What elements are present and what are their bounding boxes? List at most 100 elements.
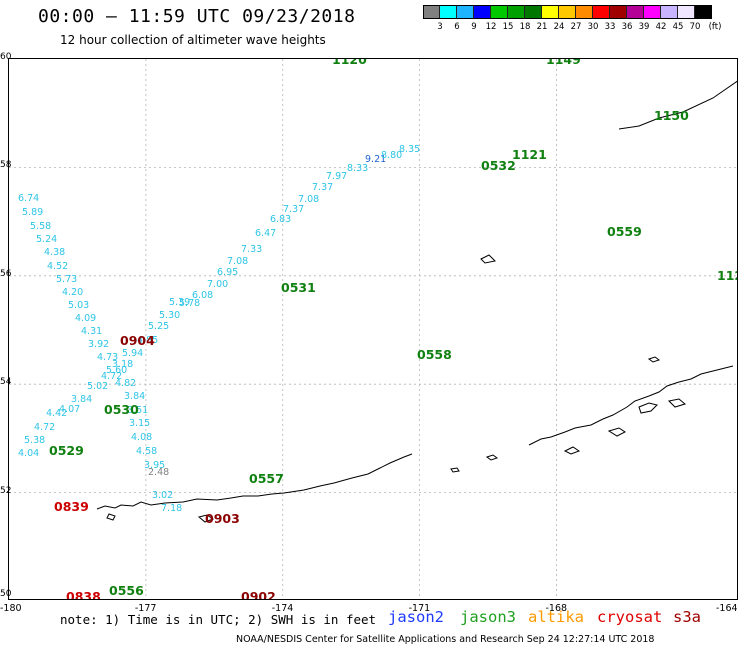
wave-height-value: 4.07 bbox=[59, 404, 81, 415]
island-shapes bbox=[106, 254, 687, 523]
wave-height-value: 4.73 bbox=[97, 352, 119, 363]
lat-lon-grid bbox=[9, 59, 737, 599]
scale-label: 18 bbox=[519, 22, 531, 32]
scale-swatch bbox=[610, 5, 627, 19]
wave-height-value: 6.83 bbox=[270, 214, 292, 225]
scale-label: 15 bbox=[502, 22, 514, 32]
track-time-label: 0559 bbox=[607, 224, 642, 239]
wave-height-value: 4.42 bbox=[46, 408, 68, 419]
wave-height-value: 6.74 bbox=[18, 193, 40, 204]
track-time-label: 0532 bbox=[481, 158, 516, 173]
map-subtitle: 12 hour collection of altimeter wave hei… bbox=[60, 33, 326, 47]
wave-height-value: 5.39 bbox=[169, 297, 191, 308]
alaska-peninsula-coast bbox=[528, 365, 734, 446]
wave-height-value: 4.72 bbox=[34, 422, 56, 433]
track-time-label: 1121 bbox=[512, 147, 547, 162]
longitude-tick-label: -177 bbox=[134, 603, 157, 614]
wave-height-value: 7.08 bbox=[227, 256, 249, 267]
latitude-tick-label: 52 bbox=[0, 485, 12, 496]
scale-swatch bbox=[627, 5, 644, 19]
latitude-tick-label: 58 bbox=[0, 160, 12, 171]
wave-height-value: 4.72 bbox=[101, 371, 123, 382]
scale-swatch bbox=[525, 5, 542, 19]
track-time-label: 0557 bbox=[249, 471, 284, 486]
scale-swatch bbox=[440, 5, 457, 19]
wave-height-value: 5.60 bbox=[106, 365, 128, 376]
track-time-label: 0904 bbox=[120, 333, 155, 348]
wave-height-value: 4.38 bbox=[44, 247, 66, 258]
track-time-label: 0530 bbox=[104, 402, 139, 417]
scale-swatch bbox=[678, 5, 695, 19]
scale-swatch bbox=[508, 5, 525, 19]
alaska-coast-north bbox=[618, 80, 737, 130]
wave-height-value: 4.52 bbox=[47, 261, 69, 272]
wave-height-value: 6.47 bbox=[255, 228, 277, 239]
wave-height-value: 4.08 bbox=[131, 432, 153, 443]
legend-item-s3a: s3a bbox=[673, 608, 701, 626]
wave-height-value: 5.03 bbox=[68, 300, 90, 311]
wave-height-value: 3.84 bbox=[124, 391, 146, 402]
legend-item-jason3: jason3 bbox=[460, 608, 516, 626]
scale-label: 70 bbox=[689, 22, 701, 32]
wave-height-value: 5.30 bbox=[159, 310, 181, 321]
wave-height-value: 6.95 bbox=[217, 267, 239, 278]
wave-height-value: 3.92 bbox=[88, 339, 110, 350]
scale-label: 42 bbox=[655, 22, 667, 32]
longitude-tick-label: -174 bbox=[271, 603, 294, 614]
scale-swatch bbox=[474, 5, 491, 19]
scale-swatch bbox=[542, 5, 559, 19]
scale-swatch bbox=[559, 5, 576, 19]
longitude-tick-label: -168 bbox=[545, 603, 568, 614]
scale-swatch bbox=[593, 5, 610, 19]
wave-height-value: 5.73 bbox=[56, 274, 78, 285]
scale-frame bbox=[423, 5, 712, 19]
wave-height-value: 5.02 bbox=[87, 381, 109, 392]
map-panel: 6.74 5.89 5.58 5.24 4.38 4.52 5.73 4.20 5.03 4.09… bbox=[8, 58, 738, 600]
wave-height-value: 7.08 bbox=[298, 194, 320, 205]
wave-height-value: 3.15 bbox=[129, 418, 151, 429]
wave-height-value: 8.80 bbox=[381, 150, 403, 161]
wave-height-value: 4.82 bbox=[115, 378, 137, 389]
longitude-tick-label: -164 bbox=[716, 603, 738, 614]
wave-height-value: 4.09 bbox=[75, 313, 97, 324]
wave-height-value: 9.21 bbox=[365, 154, 387, 165]
wave-height-value: 5.58 bbox=[30, 221, 52, 232]
wave-height-value: 7.00 bbox=[207, 279, 229, 290]
wave-height-value: 3.18 bbox=[112, 359, 134, 370]
wave-height-value: 5.38 bbox=[24, 435, 46, 446]
track-time-label: 0531 bbox=[281, 280, 316, 295]
wave-height-value: 4.85 bbox=[137, 335, 159, 346]
track-time-label: 0838 bbox=[66, 589, 101, 600]
wave-height-value: 7.37 bbox=[312, 182, 334, 193]
scale-label: 21 bbox=[536, 22, 548, 32]
track-time-label: 0903 bbox=[205, 511, 240, 526]
map-canvas bbox=[9, 59, 737, 599]
wave-height-value: 3.02 bbox=[152, 490, 174, 501]
legend-item-jason2: jason2 bbox=[388, 608, 444, 626]
scale-label: 45 bbox=[672, 22, 684, 32]
wave-height-value: 6.08 bbox=[192, 290, 214, 301]
track-time-label: 1150 bbox=[654, 108, 689, 123]
wave-height-value: 3.51 bbox=[127, 405, 149, 416]
track-time-label: 0558 bbox=[417, 347, 452, 362]
track-time-label: 0556 bbox=[109, 583, 144, 598]
scale-swatch bbox=[661, 5, 678, 19]
scale-label: 39 bbox=[638, 22, 650, 32]
wave-height-value: 8.35 bbox=[399, 144, 421, 155]
wave-height-value: 7.97 bbox=[326, 171, 348, 182]
latitude-tick-label: 56 bbox=[0, 268, 12, 279]
wave-height-value: 2.48 bbox=[148, 467, 170, 478]
scale-label: 30 bbox=[587, 22, 599, 32]
scale-label: 27 bbox=[570, 22, 582, 32]
note-text: note: 1) Time is in UTC; 2) SWH is in fe… bbox=[60, 612, 377, 627]
scale-label: 9 bbox=[471, 22, 477, 32]
track-time-label: 1120 bbox=[332, 58, 367, 67]
aleutian-coastline bbox=[96, 453, 413, 510]
wave-height-value: 5.78 bbox=[179, 298, 201, 309]
scale-swatch bbox=[491, 5, 508, 19]
scale-unit: (ft) bbox=[708, 22, 722, 32]
track-time-label: 0529 bbox=[49, 443, 84, 458]
coastline bbox=[96, 80, 737, 523]
scale-swatch bbox=[644, 5, 661, 19]
track-time-label: 0839 bbox=[54, 499, 89, 514]
